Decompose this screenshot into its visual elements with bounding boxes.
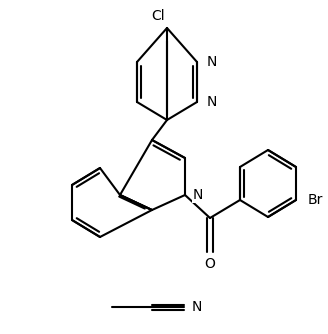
Text: N: N: [193, 188, 203, 202]
Text: Br: Br: [308, 193, 323, 207]
Text: Cl: Cl: [151, 9, 165, 23]
Text: N: N: [207, 95, 217, 109]
Text: O: O: [205, 257, 215, 271]
Text: N: N: [207, 55, 217, 69]
Text: N: N: [192, 300, 202, 314]
